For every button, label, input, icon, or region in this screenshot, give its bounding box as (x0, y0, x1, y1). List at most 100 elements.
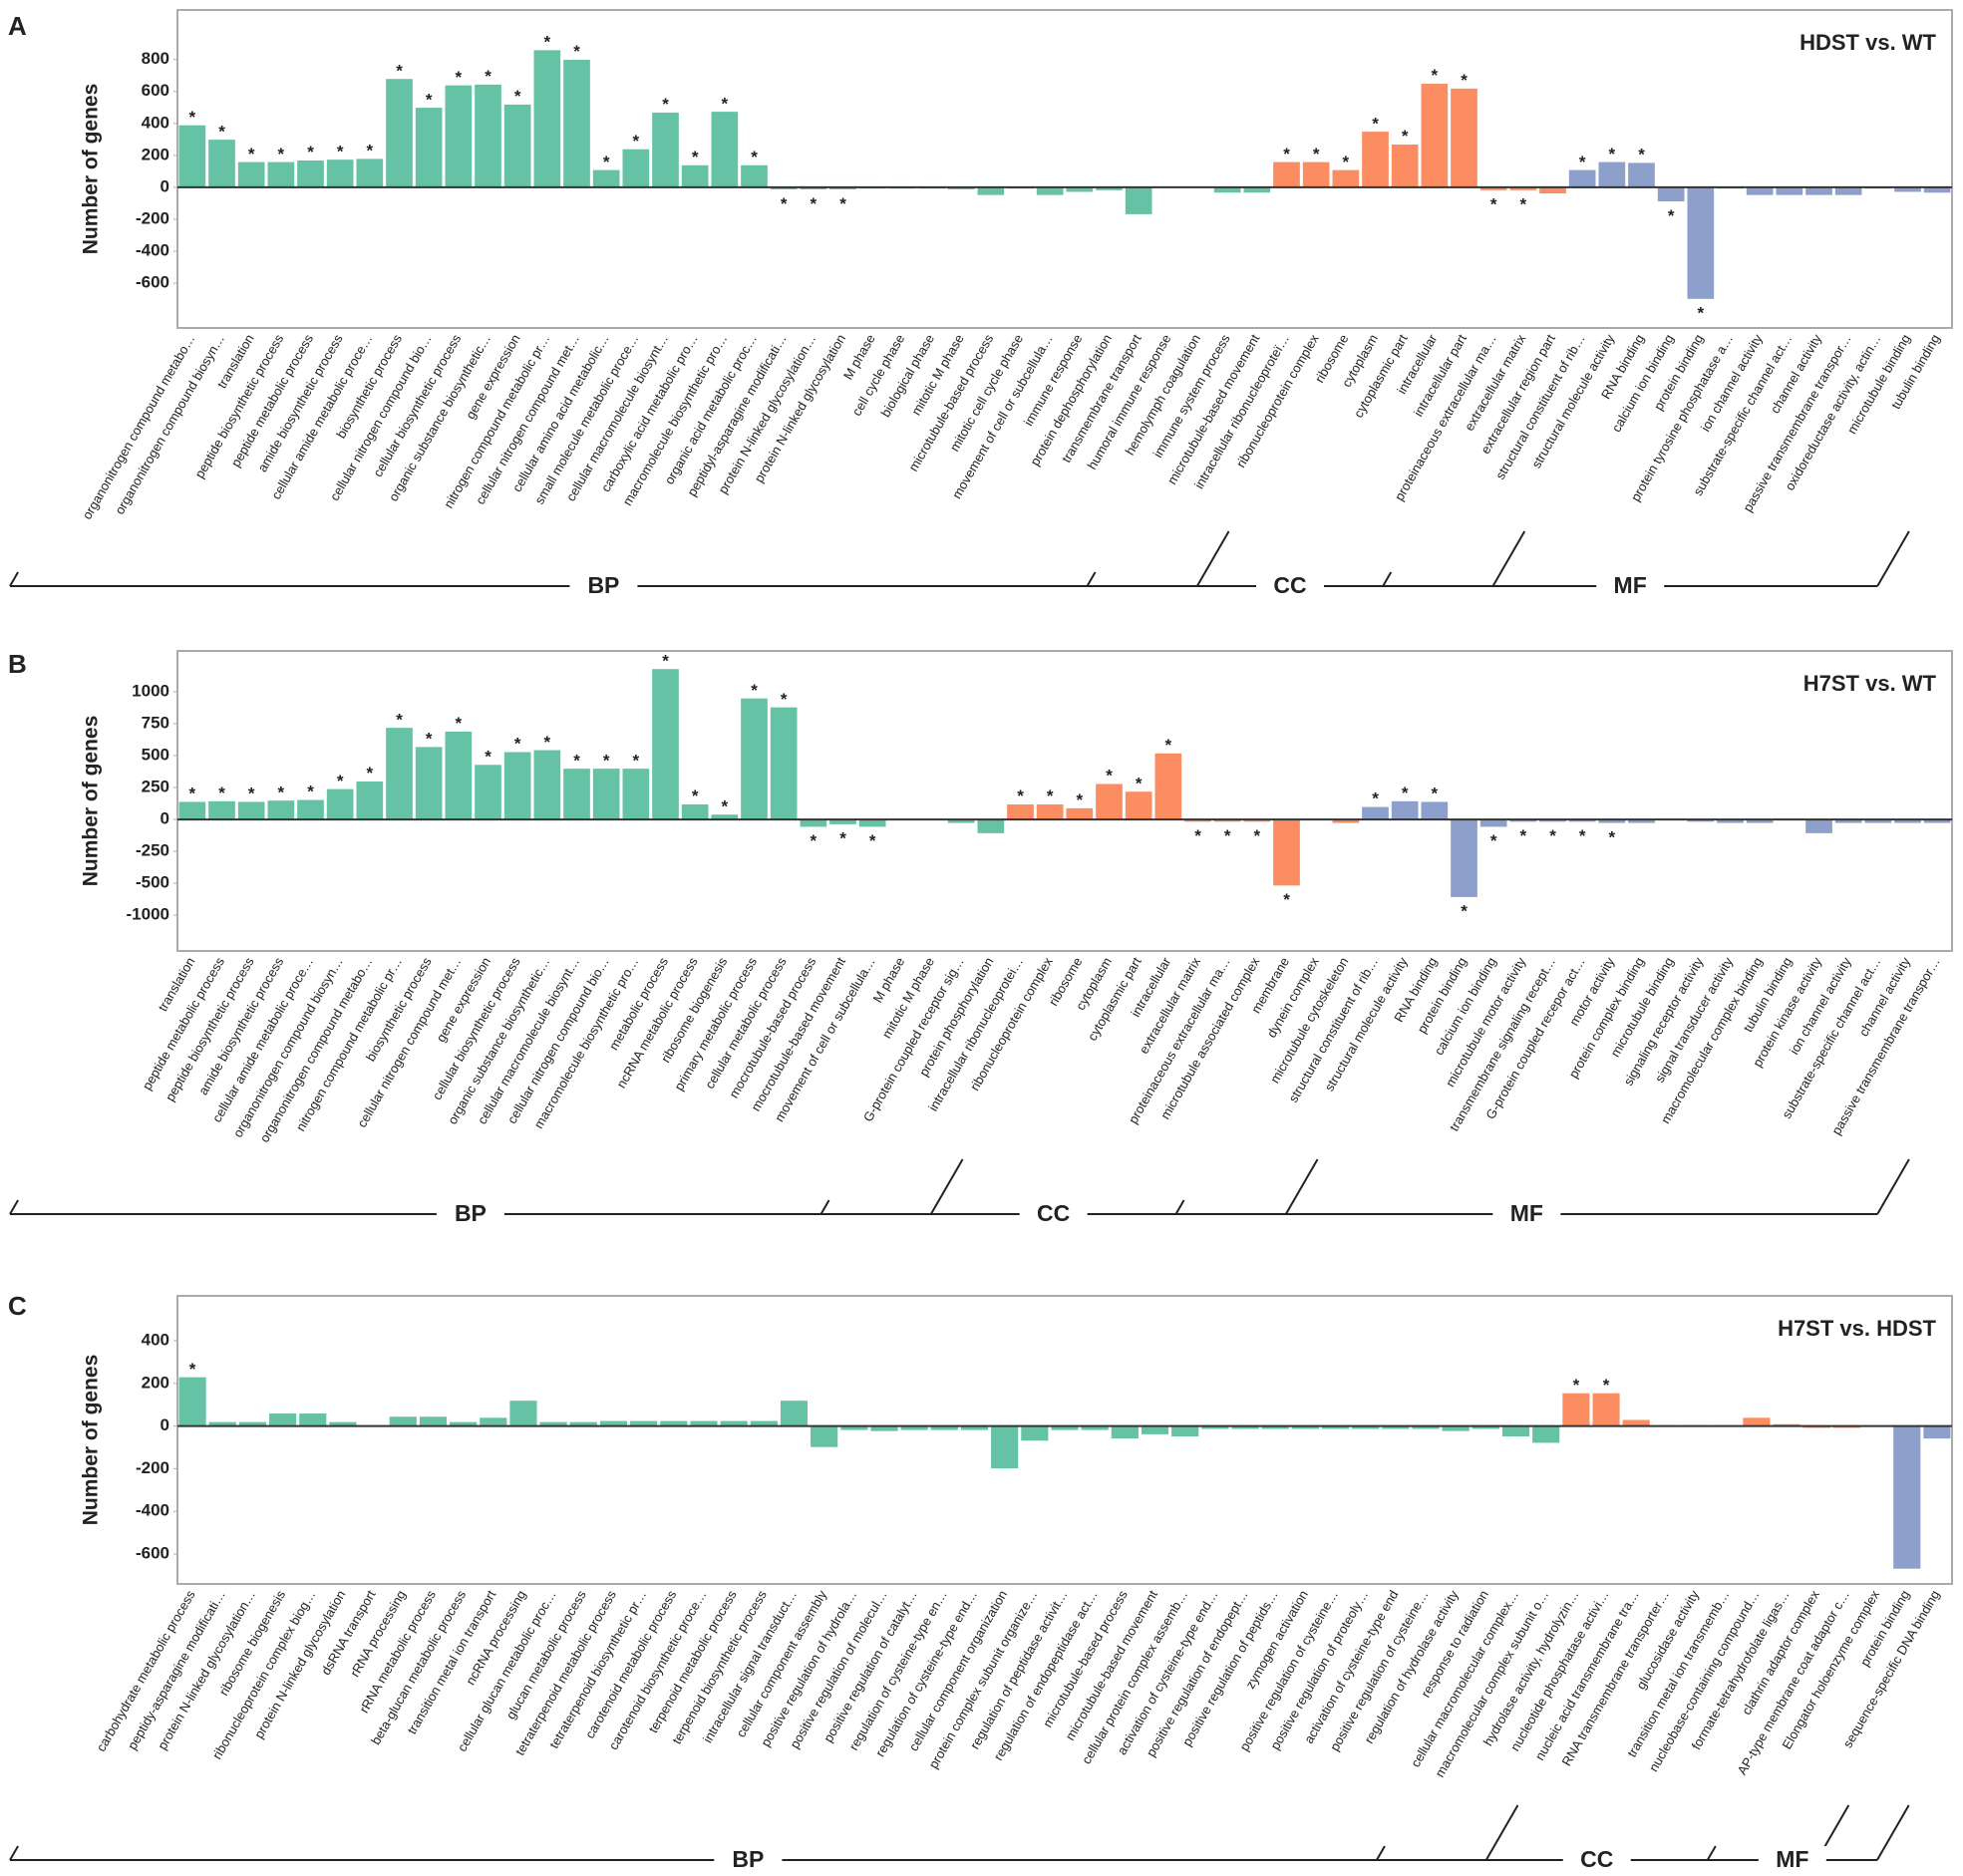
bar (1531, 1425, 1560, 1444)
significance-star: * (1698, 304, 1705, 323)
y-axis-label: Number of genes (80, 84, 103, 255)
bracket-gap (1758, 1846, 1826, 1874)
bar (266, 160, 295, 188)
y-tick-label: -600 (136, 1544, 169, 1563)
group-label: MF (1776, 1846, 1808, 1872)
bar (298, 1412, 327, 1426)
bar (1561, 1393, 1591, 1426)
bracket-gap (1562, 1846, 1631, 1874)
bar (1125, 790, 1153, 820)
bar (1006, 803, 1035, 820)
y-tick-label: 200 (142, 145, 169, 163)
bar (710, 111, 739, 188)
bar (1450, 818, 1478, 898)
significance-star: * (367, 142, 374, 160)
bracket-line (1195, 530, 1230, 587)
significance-star: * (1017, 786, 1024, 805)
panel-letter: A (8, 11, 27, 41)
bar (976, 818, 1005, 834)
significance-star: * (662, 95, 669, 114)
bar (296, 159, 325, 188)
bracket-line (9, 571, 19, 587)
bar (532, 749, 561, 820)
significance-star: * (456, 68, 463, 87)
significance-star: * (544, 33, 551, 52)
bar (858, 818, 887, 828)
plot-frame (176, 1295, 1953, 1585)
significance-star: * (1106, 767, 1113, 785)
significance-star: * (1372, 114, 1379, 133)
y-tick-label: -600 (136, 273, 169, 292)
significance-star: * (1579, 826, 1586, 845)
bar (1420, 800, 1449, 820)
significance-star: * (633, 132, 640, 151)
panel-letter: C (8, 1291, 27, 1321)
group-label: CC (1580, 1846, 1613, 1872)
significance-star: * (1520, 195, 1527, 214)
significance-star: * (1402, 127, 1409, 146)
bracket-line (1174, 1199, 1185, 1215)
bar (1804, 186, 1833, 196)
bar (976, 186, 1005, 196)
significance-star: * (781, 690, 788, 709)
bar (621, 149, 650, 188)
significance-star: * (248, 145, 255, 163)
significance-star: * (218, 783, 225, 802)
significance-star: * (811, 194, 818, 213)
bar (1170, 1425, 1199, 1437)
bar (415, 107, 444, 188)
bar (444, 731, 473, 820)
significance-star: * (692, 148, 699, 166)
significance-star: * (869, 831, 876, 850)
group-label: BP (455, 1200, 487, 1226)
chart-title: HDST vs. WT (1799, 30, 1936, 55)
significance-star: * (1372, 789, 1379, 808)
significance-star: * (1047, 786, 1054, 805)
y-tick-label: 400 (142, 113, 169, 132)
bar (237, 800, 266, 820)
bar (177, 1377, 207, 1426)
significance-star: * (603, 751, 610, 770)
significance-star: * (573, 42, 580, 61)
bar (1501, 1425, 1530, 1437)
significance-star: * (1461, 902, 1468, 921)
bracket-line (1382, 571, 1393, 587)
bracket-line (9, 1199, 19, 1215)
significance-star: * (1549, 826, 1556, 845)
significance-star: * (1609, 827, 1616, 846)
bar (1686, 186, 1715, 300)
bracket-gap (1492, 1200, 1561, 1228)
bar (1742, 1416, 1772, 1426)
bar (503, 104, 532, 188)
significance-star: * (1077, 790, 1084, 809)
bar (1036, 803, 1065, 820)
bar (1892, 1425, 1921, 1570)
significance-star: * (573, 751, 580, 770)
bar (592, 169, 621, 188)
bar (532, 49, 561, 188)
bar (1450, 88, 1478, 188)
bar (651, 668, 680, 820)
bracket-gap (1019, 1200, 1088, 1228)
significance-star: * (248, 784, 255, 803)
y-tick-label: -500 (136, 873, 169, 892)
bracket-line (1484, 1804, 1519, 1861)
group-label: MF (1614, 572, 1647, 598)
bar (1036, 186, 1065, 196)
significance-star: * (781, 194, 788, 213)
bracket-line (1706, 1845, 1717, 1861)
bar (1361, 131, 1390, 188)
bar (1657, 186, 1686, 202)
bar (990, 1425, 1019, 1469)
y-tick-label: 250 (142, 778, 169, 796)
panel-letter: B (8, 649, 27, 679)
y-tick-label: -400 (136, 1501, 169, 1520)
bracket-line (1086, 571, 1097, 587)
bar (562, 768, 591, 820)
bar (651, 112, 680, 188)
significance-star: * (839, 194, 846, 213)
significance-star: * (337, 772, 344, 790)
significance-star: * (396, 61, 403, 80)
bar (1065, 807, 1094, 820)
